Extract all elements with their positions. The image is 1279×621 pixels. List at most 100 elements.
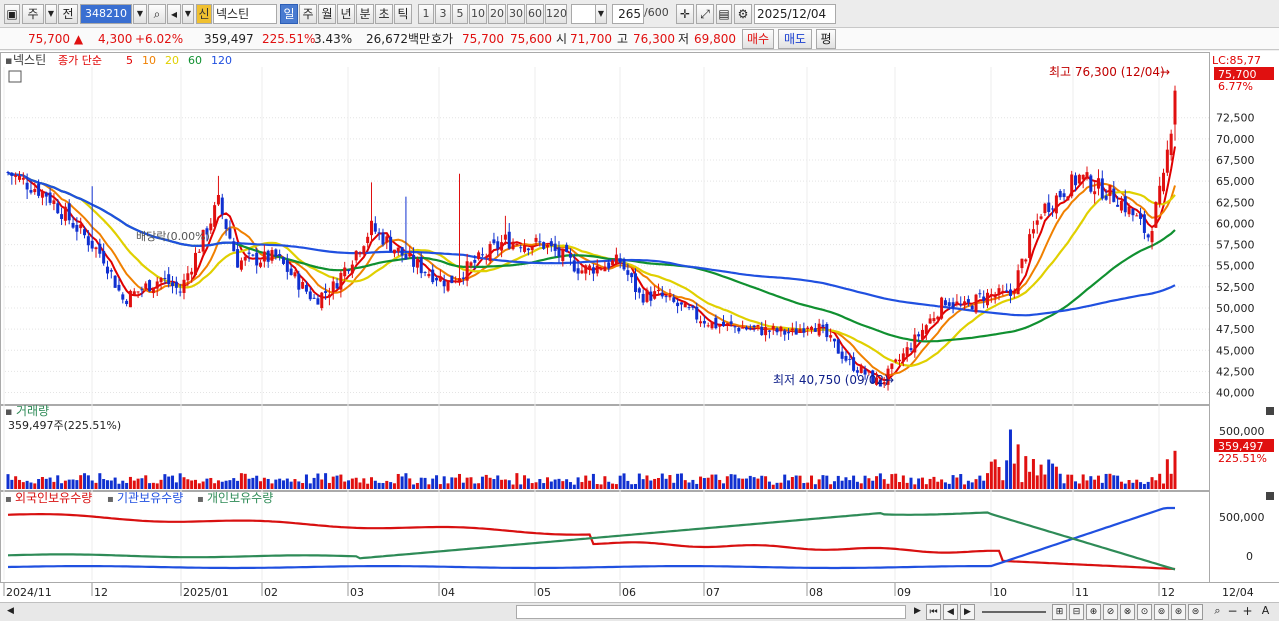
panel-grid-toggle-icon[interactable] <box>8 70 22 83</box>
volume-bar <box>523 475 527 489</box>
timeframe-2[interactable]: 주 <box>299 4 317 24</box>
volume-bar <box>852 475 856 489</box>
zoom-in-icon[interactable]: + <box>1242 604 1253 618</box>
volume-bar <box>978 475 982 489</box>
tool-icon-2[interactable]: ⊟ <box>1069 604 1084 620</box>
tool-icon-1[interactable]: ⊞ <box>1052 604 1067 620</box>
interval-30[interactable]: 30 <box>507 4 525 24</box>
volume-bar <box>301 483 305 489</box>
volume-bar <box>1142 483 1146 489</box>
stock-code-input[interactable]: 348210 <box>80 4 132 24</box>
chart-area[interactable]: 72,500 70,000 67,500 65,000 62,500 60,000 57,5… <box>0 51 1279 602</box>
holding-axis-label: 0 <box>1246 550 1253 563</box>
stock-name-field[interactable]: 넥스틴 <box>213 4 277 24</box>
chart-grid <box>0 52 1279 596</box>
volume-bar <box>538 479 542 489</box>
volume-bar <box>997 467 1001 489</box>
buy-button[interactable]: 매수 <box>742 29 774 49</box>
timeframe-6[interactable]: 초 <box>375 4 393 24</box>
candle <box>377 228 381 241</box>
volume-bar <box>461 482 465 489</box>
gear-icon[interactable]: ⚙ <box>734 4 752 24</box>
font-size-icon[interactable]: A <box>1261 604 1270 617</box>
candle <box>1066 196 1070 201</box>
interval-60[interactable]: 60 <box>526 4 544 24</box>
crosshair-icon[interactable]: ✛ <box>676 4 694 24</box>
candle <box>756 324 760 331</box>
candle <box>1089 173 1093 194</box>
tool-icon-3[interactable]: ⊕ <box>1086 604 1101 620</box>
candle <box>744 325 748 331</box>
search-icon[interactable]: ⌕ <box>148 4 166 24</box>
timeframe-4[interactable]: 년 <box>337 4 355 24</box>
x-axis-label: 04 <box>441 586 455 599</box>
interval-120[interactable]: 120 <box>545 4 567 24</box>
volume-bar <box>1169 473 1173 489</box>
candle <box>201 229 205 256</box>
prev-button[interactable]: 전 <box>58 4 78 24</box>
scroll-left-icon[interactable]: ◀ <box>7 606 14 616</box>
sell-button[interactable]: 매도 <box>778 29 812 49</box>
candle <box>695 302 699 324</box>
panel-menu-icon[interactable]: ▪ <box>5 54 12 67</box>
candle <box>60 207 64 226</box>
candle <box>542 241 546 250</box>
code-dropdown-icon[interactable]: ▼ <box>133 4 147 24</box>
chart-svg[interactable]: 72,500 70,000 67,500 65,000 62,500 60,000 57,5… <box>0 51 1279 602</box>
volume-bar <box>882 479 886 489</box>
eval-button[interactable]: 평 <box>816 29 836 49</box>
volume-bar <box>737 478 741 489</box>
tool-icon-9[interactable]: ⊜ <box>1188 604 1203 620</box>
timeframe-3[interactable]: 월 <box>318 4 336 24</box>
candle <box>132 288 136 296</box>
period-dropdown-icon[interactable]: ▼ <box>45 4 57 24</box>
save-icon[interactable]: ▤ <box>716 4 732 24</box>
volume-panel-close-icon[interactable] <box>1266 407 1274 415</box>
speaker-icon[interactable]: ◂ <box>167 4 181 24</box>
zoom-slider[interactable] <box>982 611 1046 613</box>
tool-icon-5[interactable]: ⊗ <box>1120 604 1135 620</box>
high-label: 고 <box>617 32 629 46</box>
next-page-icon[interactable]: ▶ <box>960 604 975 620</box>
interval-dropdown-icon[interactable]: ▼ <box>595 4 607 24</box>
volume-bar <box>1165 459 1169 489</box>
interval-5[interactable]: 5 <box>452 4 468 24</box>
timeframe-1[interactable]: 일 <box>280 4 298 24</box>
tool-icon-7[interactable]: ⊚ <box>1154 604 1169 620</box>
timeframe-5[interactable]: 분 <box>356 4 374 24</box>
volume-bar <box>649 480 653 489</box>
interval-1[interactable]: 1 <box>418 4 434 24</box>
volume-axis-label: 500,000 <box>1219 425 1265 438</box>
window-icon[interactable]: ▣ <box>4 4 20 24</box>
interval-10[interactable]: 10 <box>469 4 487 24</box>
volume-bar <box>714 474 718 489</box>
scroll-right-icon[interactable]: ▶ <box>914 606 921 616</box>
zoom-out-icon[interactable]: − <box>1227 604 1238 618</box>
date-input[interactable]: 2025/12/04 <box>754 4 836 24</box>
count-input[interactable]: 265 <box>612 4 644 24</box>
tool-icon-4[interactable]: ⊘ <box>1103 604 1118 620</box>
volume-bar <box>373 480 377 489</box>
volume-bar <box>660 473 664 489</box>
interval-20[interactable]: 20 <box>488 4 506 24</box>
timeframe-7[interactable]: 틱 <box>394 4 412 24</box>
speaker-dropdown-icon[interactable]: ▼ <box>182 4 194 24</box>
zoom-search-icon[interactable]: ⌕ <box>1214 604 1221 617</box>
period-select[interactable]: 주 <box>22 4 44 24</box>
candle <box>764 320 768 342</box>
tool-icon-6[interactable]: ⊙ <box>1137 604 1152 620</box>
candle <box>641 289 645 306</box>
holding-panel-close-icon[interactable] <box>1266 492 1274 500</box>
volume-bar <box>285 478 289 489</box>
volume-bar <box>201 481 205 489</box>
volume-bar <box>293 479 297 489</box>
scroll-thumb[interactable] <box>516 605 906 619</box>
first-page-icon[interactable]: ⏮ <box>926 604 941 620</box>
candle <box>193 247 197 277</box>
tool-icon-8[interactable]: ⊛ <box>1171 604 1186 620</box>
volume-bar <box>21 482 25 489</box>
scroll-bar[interactable]: ◀ ▶ ⏮ ◀ ▶ ⊞ ⊟ ⊕ ⊘ ⊗ ⊙ ⊚ ⊛ ⊜ ⌕ − + A <box>0 602 1279 621</box>
interval-3[interactable]: 3 <box>435 4 451 24</box>
prev-page-icon[interactable]: ◀ <box>943 604 958 620</box>
zoom-fit-icon[interactable]: ⤢ <box>696 4 714 24</box>
